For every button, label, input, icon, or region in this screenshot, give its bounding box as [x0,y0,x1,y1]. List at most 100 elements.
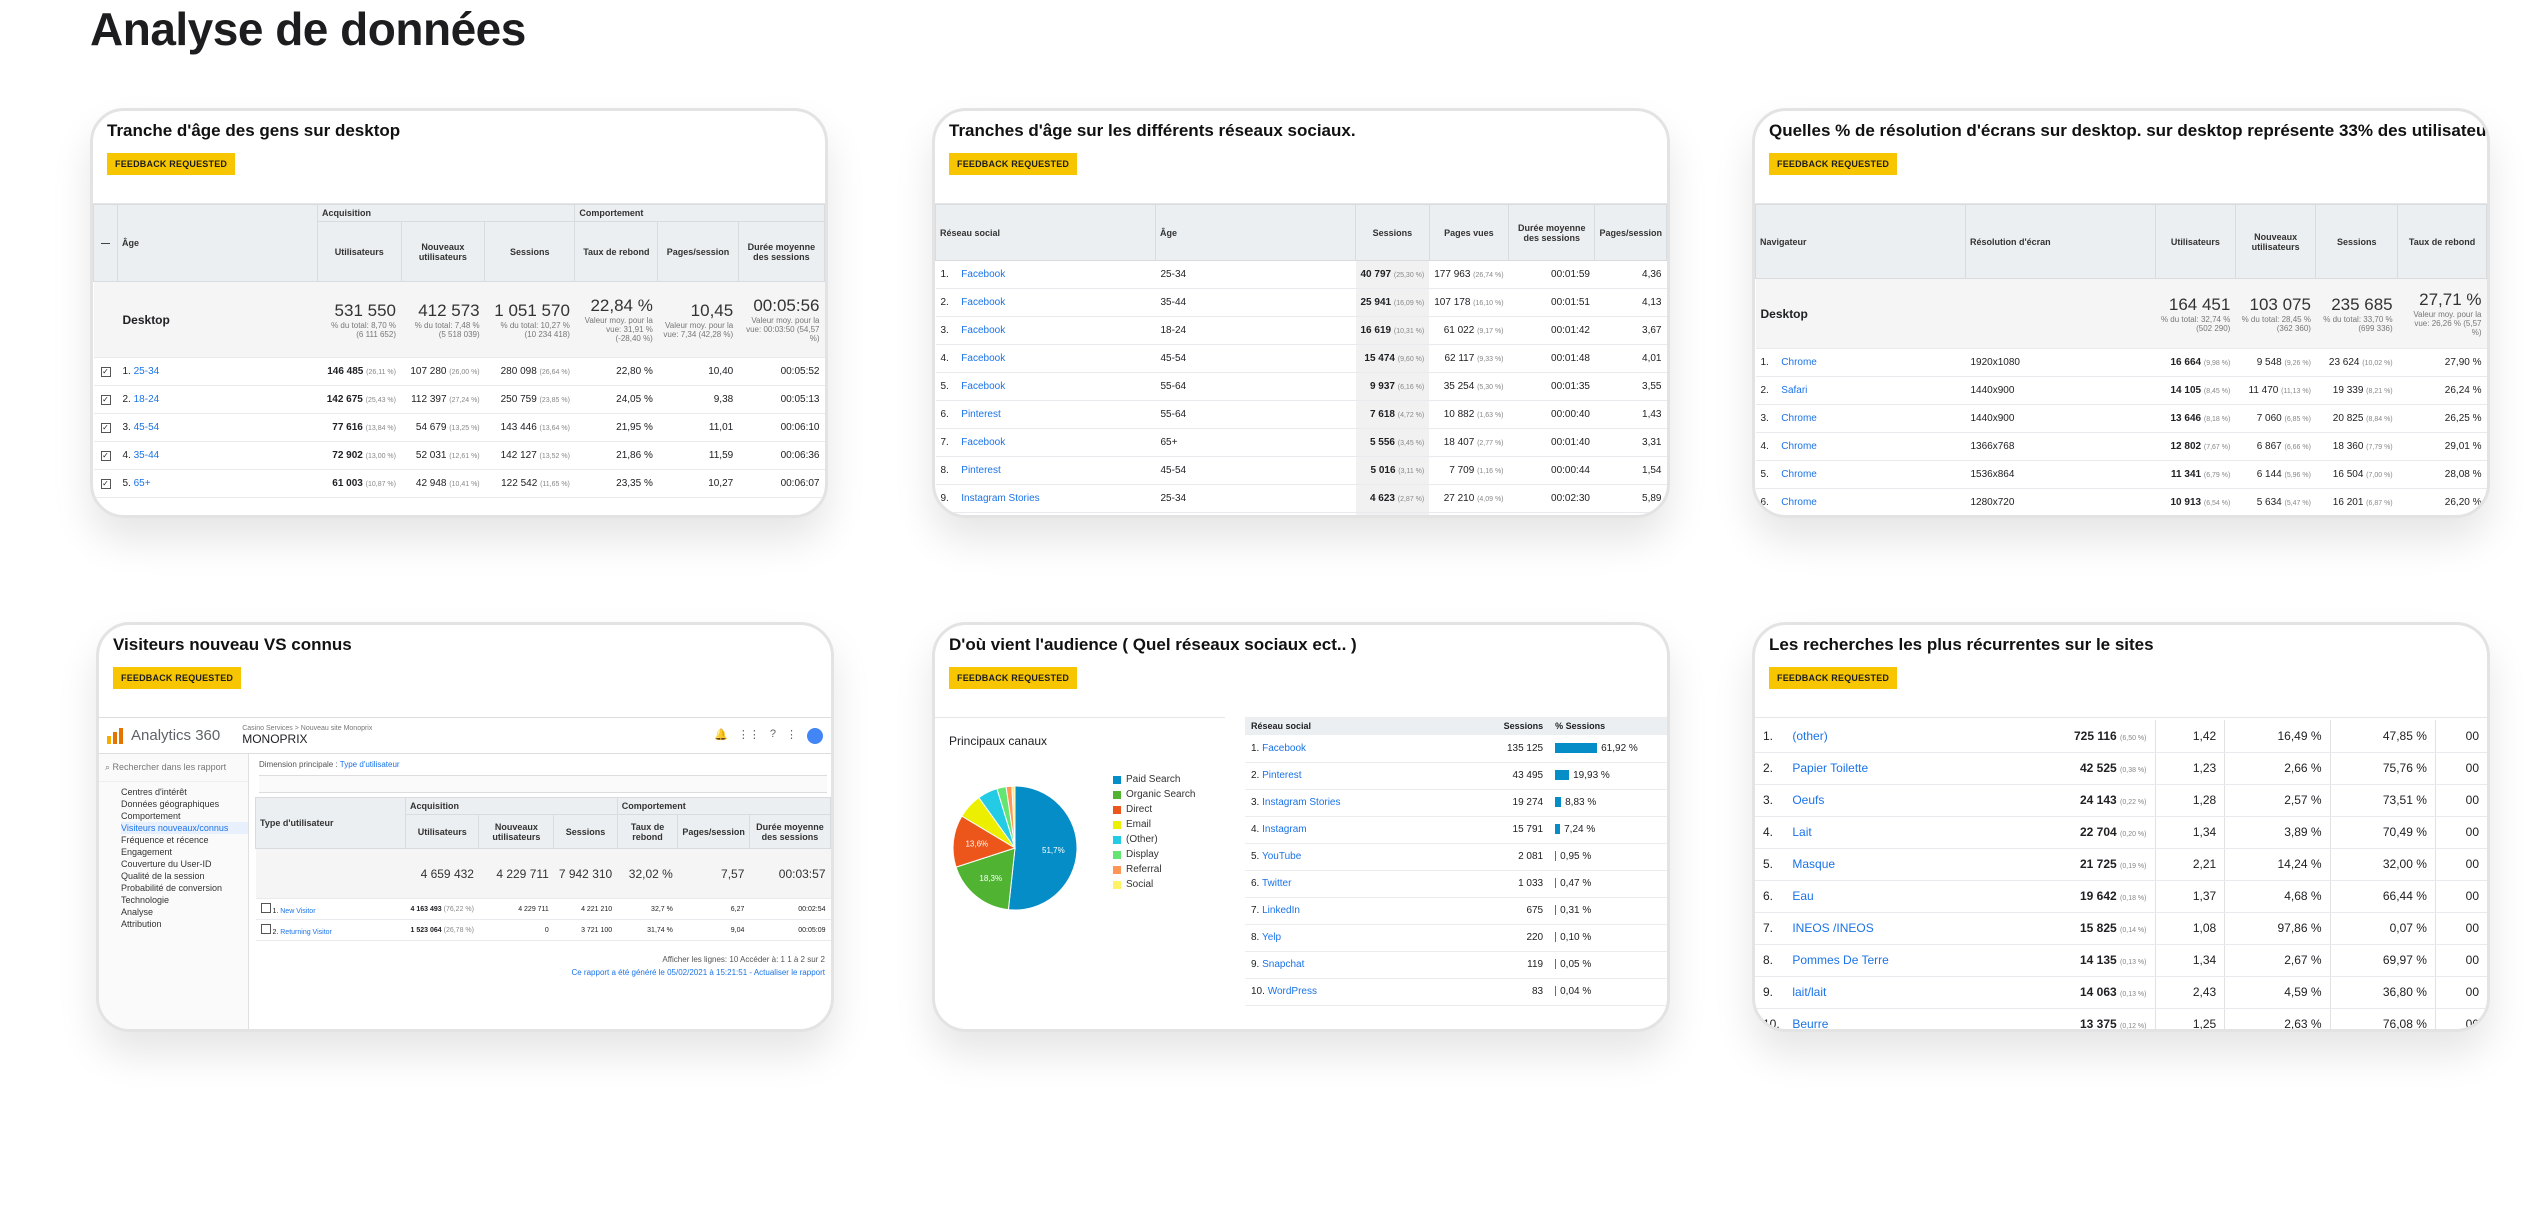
table-row[interactable]: 3. Oeufs 24 143 (0,22 %) 1,28 2,57 % 73,51 %… [1755,784,2487,817]
col-duration[interactable]: Durée moyenne des sessions [1508,204,1596,261]
more-icon[interactable]: ⋮ [786,728,797,741]
user-type-link[interactable]: Returning Visitor [280,929,332,936]
search-term-link[interactable]: INEOS /INEOS [1792,921,1874,935]
network-link[interactable]: Facebook [961,381,1006,392]
sidebar-item[interactable]: Technologie [121,895,170,905]
sidebar-item[interactable]: Données géographiques [121,799,220,809]
table-row[interactable]: 9. Instagram Stories 25-34 4 623 (2,87 %) 2… [935,484,1667,513]
apps-icon[interactable]: ⋮⋮ [737,728,760,741]
network-link[interactable]: LinkedIn [1262,905,1300,916]
pie-slice[interactable] [1007,785,1078,911]
table-row[interactable]: 9. Snapchat 119 0,05 % [1245,951,1667,979]
search-term-link[interactable]: Beurre [1792,1017,1829,1029]
sidebar-item[interactable]: Comportement [121,811,181,821]
search-term-link[interactable]: (other) [1792,728,1828,743]
age-link[interactable]: 35-44 [133,450,160,461]
sidebar-item[interactable]: Engagement [121,847,173,857]
browser-link[interactable]: Chrome [1781,357,1817,368]
age-link[interactable]: 25-34 [133,366,160,377]
col-new-users[interactable]: Nouveaux utilisateurs [478,814,555,849]
browser-link[interactable]: Chrome [1781,497,1817,508]
row-checkbox[interactable] [260,924,271,934]
table-row[interactable]: ✓ 4. 35-44 72 902 (13,00 %) 52 031 (12,61 %… [93,441,825,470]
breadcrumb[interactable]: Casino Services > Nouveau site Monoprix [242,725,373,732]
col-bounce[interactable]: Taux de rebond [574,221,659,282]
network-link[interactable]: Instagram [1262,824,1307,835]
col-sessions[interactable]: Sessions [1485,717,1550,735]
card-audience-source[interactable]: D'où vient l'audience ( Quel réseaux soc… [932,622,1670,1032]
table-row[interactable]: 10. Beurre 13 375 (0,12 %) 1,25 2,63 % 76,08… [1755,1008,2487,1029]
table-row[interactable]: 2. Pinterest 43 495 19,93 % [1245,762,1667,790]
table-row[interactable]: 3. Chrome 1440x900 13 646 (8,18 %) 7 060 (6… [1755,404,2487,433]
row-checkbox[interactable]: ✓ [100,423,111,433]
network-link[interactable]: Instagram Stories [961,493,1040,504]
bell-icon[interactable]: 🔔 [714,728,728,741]
dimension-value[interactable]: Type d'utilisateur [339,760,400,769]
col-users[interactable]: Utilisateurs [317,221,402,282]
network-link[interactable]: Instagram Stories [1262,797,1341,808]
network-link[interactable]: Pinterest [1262,770,1302,781]
table-row[interactable]: 9. lait/lait 14 063 (0,13 %) 2,43 4,59 % 36,… [1755,976,2487,1009]
card-new-vs-returning[interactable]: Visiteurs nouveau VS connus FEEDBACK REQ… [96,622,834,1032]
network-link[interactable]: Facebook [961,437,1006,448]
property-selector[interactable]: MONOPRIX [242,732,308,746]
col-pages-session[interactable]: Pages/session [1594,204,1667,261]
sidebar-item[interactable]: Qualité de la session [121,871,205,881]
row-checkbox[interactable]: ✓ [100,451,111,461]
col-sessions[interactable]: Sessions [1355,204,1430,261]
browser-link[interactable]: Chrome [1781,441,1817,452]
browser-link[interactable]: Chrome [1781,413,1817,424]
sidebar-item[interactable]: Visiteurs nouveaux/connus [121,822,248,834]
pie-slice[interactable] [1011,785,1016,849]
report-toolbar[interactable] [259,775,827,793]
col-users[interactable]: Utilisateurs [2155,204,2236,279]
table-row[interactable]: 6. Pinterest 55-64 7 618 (4,72 %) 10 882 (1… [935,400,1667,429]
search-term-link[interactable]: Masque [1792,857,1836,871]
table-row[interactable]: 7. INEOS /INEOS 15 825 (0,14 %) 1,08 97,86 … [1755,912,2487,945]
help-icon[interactable]: ? [769,727,776,740]
network-link[interactable]: Pinterest [961,409,1001,420]
age-link[interactable]: 65+ [133,478,151,489]
user-type-link[interactable]: New Visitor [280,908,316,915]
table-row[interactable]: 3. Instagram Stories 19 274 8,83 % [1245,789,1667,817]
age-link[interactable]: 45-54 [133,422,160,433]
col-sessions[interactable]: Sessions [2315,204,2399,279]
table-row[interactable]: 4. Chrome 1366x768 12 802 (7,67 %) 6 867 (6… [1755,432,2487,461]
col-age[interactable]: Âge [117,204,318,282]
search-term-link[interactable]: Pommes De Terre [1792,953,1889,967]
search-term-link[interactable]: Papier Toilette [1792,761,1869,775]
network-link[interactable]: Snapchat [1262,959,1305,970]
table-row[interactable]: 7. Facebook 65+ 5 556 (3,45 %) 18 407 (2,77… [935,428,1667,457]
browser-link[interactable]: Chrome [1781,469,1817,480]
legend-item[interactable]: Direct [1113,802,1195,817]
table-row[interactable]: 1. (other) 725 116 (6,50 %) 1,42 16,49 % 47,… [1755,720,2487,753]
table-row[interactable]: 3. Facebook 18-24 16 619 (10,31 %) 61 022 (… [935,316,1667,345]
table-row[interactable]: 6. Chrome 1280x720 10 913 (6,54 %) 5 634 (5… [1755,488,2487,515]
sidebar-item[interactable]: Probabilité de conversion [121,883,223,893]
table-row[interactable]: 2. Papier Toilette 42 525 (0,38 %) 1,23 2,6… [1755,752,2487,785]
sidebar-item[interactable]: Couverture du User-ID [121,859,212,869]
search-term-link[interactable]: Lait [1792,825,1812,839]
search-term-link[interactable]: lait/lait [1792,985,1827,999]
network-link[interactable]: Pinterest [961,465,1001,476]
card-screen-resolution[interactable]: Quelles % de résolution d'écrans sur des… [1752,108,2490,518]
table-row[interactable]: 10. WordPress 83 0,04 % [1245,978,1667,1006]
legend-item[interactable]: Social [1113,877,1195,892]
col-users[interactable]: Utilisateurs [404,814,480,849]
col-new-users[interactable]: Nouveaux utilisateurs [400,221,486,282]
table-row[interactable]: ✓ 5. 65+ 61 003 (10,87 %) 42 948 (10,41 %) 1… [93,469,825,498]
network-link[interactable]: Yelp [1261,932,1282,943]
col-pages-session[interactable]: Pages/session [677,814,750,849]
table-row[interactable]: 8. Pommes De Terre 14 135 (0,13 %) 1,34 2,6… [1755,944,2487,977]
card-age-desktop[interactable]: Tranche d'âge des gens sur desktop FEEDB… [90,108,828,518]
search-term-link[interactable]: Eau [1792,889,1814,903]
row-checkbox[interactable]: ✓ [100,479,111,489]
col-pageviews[interactable]: Pages vues [1428,204,1510,261]
age-link[interactable]: 18-24 [133,394,160,405]
legend-item[interactable]: Paid Search [1113,772,1195,787]
browser-link[interactable]: Safari [1781,385,1808,396]
network-link[interactable]: YouTube [1261,851,1302,862]
search-term-link[interactable]: Oeufs [1792,793,1825,807]
select-all-checkbox[interactable]: — [93,204,118,282]
table-row[interactable]: 6. Twitter 1 033 0,47 % [1245,870,1667,898]
